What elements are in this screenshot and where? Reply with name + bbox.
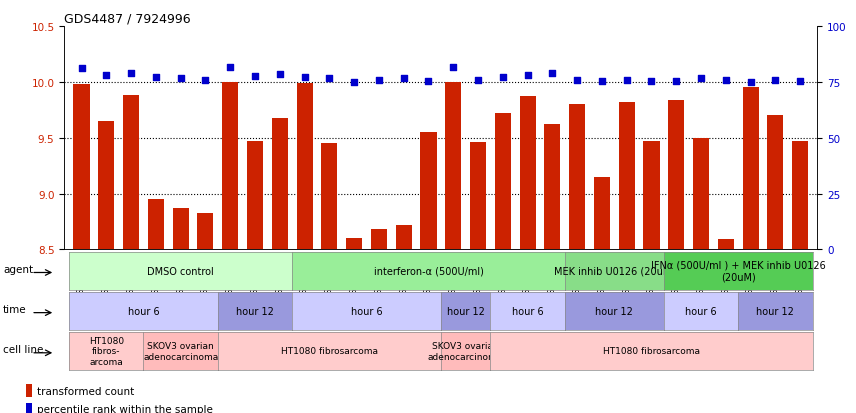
Point [273, 71, 287, 78]
Bar [594, 177, 610, 250]
Point [769, 77, 782, 84]
Text: hour 6: hour 6 [351, 306, 383, 316]
Bar [26, 384, 33, 397]
Point [620, 77, 633, 84]
Bar [693, 138, 709, 250]
Point [397, 76, 411, 83]
Text: interferon-α (500U/ml): interferon-α (500U/ml) [373, 266, 484, 276]
Text: hour 12: hour 12 [236, 306, 274, 316]
Point [694, 76, 708, 83]
Bar [98, 121, 115, 250]
Point [199, 77, 212, 84]
Text: SKOV3 ovarian
adenocarcinoma: SKOV3 ovarian adenocarcinoma [143, 342, 218, 361]
Bar [420, 133, 437, 250]
Point [595, 78, 609, 85]
Point [471, 77, 484, 84]
Point [174, 76, 187, 83]
Bar [544, 125, 561, 250]
Bar [148, 200, 164, 250]
Point [348, 79, 361, 86]
Point [719, 77, 733, 84]
Text: transformed count: transformed count [38, 386, 134, 396]
Bar [296, 84, 312, 250]
Bar [271, 118, 288, 250]
Bar [520, 97, 536, 250]
Point [74, 66, 88, 73]
Text: hour 12: hour 12 [447, 306, 484, 316]
Bar [223, 83, 238, 250]
Point [446, 65, 460, 71]
Point [520, 73, 534, 79]
Point [794, 78, 807, 85]
Bar [26, 403, 33, 413]
Text: HT1080
fibros-
arcoma: HT1080 fibros- arcoma [89, 336, 124, 366]
Bar [742, 88, 758, 250]
Bar [717, 240, 734, 250]
Text: hour 6: hour 6 [512, 306, 544, 316]
Bar [321, 144, 337, 250]
Bar [247, 142, 263, 250]
Bar [395, 225, 412, 250]
Bar [346, 239, 362, 250]
Point [545, 70, 559, 77]
Text: MEK inhib U0126 (20uM): MEK inhib U0126 (20uM) [554, 266, 675, 276]
Text: SKOV3 ovarian
adenocarcinoma: SKOV3 ovarian adenocarcinoma [428, 342, 503, 361]
Text: cell line: cell line [3, 344, 44, 354]
Bar [445, 83, 461, 250]
Point [298, 75, 312, 81]
Bar [470, 143, 486, 250]
Point [422, 78, 436, 85]
Text: HT1080 fibrosarcoma: HT1080 fibrosarcoma [603, 347, 700, 356]
Text: agent: agent [3, 264, 33, 274]
Bar [198, 213, 213, 250]
Text: hour 12: hour 12 [757, 306, 794, 316]
Text: HT1080 fibrosarcoma: HT1080 fibrosarcoma [281, 347, 377, 356]
Text: hour 12: hour 12 [596, 306, 633, 316]
Bar [644, 142, 659, 250]
Text: GDS4487 / 7924996: GDS4487 / 7924996 [64, 13, 191, 26]
Bar [619, 103, 635, 250]
Text: DMSO control: DMSO control [147, 266, 214, 276]
Point [669, 78, 683, 85]
Point [744, 79, 758, 86]
Text: hour 6: hour 6 [128, 306, 159, 316]
Bar [123, 96, 140, 250]
Point [323, 76, 336, 83]
Point [372, 77, 386, 84]
Text: IFNα (500U/ml ) + MEK inhib U0126
(20uM): IFNα (500U/ml ) + MEK inhib U0126 (20uM) [651, 260, 825, 282]
Point [496, 75, 509, 81]
Bar [569, 105, 586, 250]
Bar [371, 230, 387, 250]
Bar [767, 116, 783, 250]
Bar [74, 85, 90, 250]
Text: time: time [3, 304, 27, 314]
Point [149, 75, 163, 81]
Point [223, 65, 237, 71]
Point [248, 74, 262, 80]
Point [570, 77, 584, 84]
Bar [669, 100, 684, 250]
Text: hour 6: hour 6 [685, 306, 716, 316]
Text: percentile rank within the sample: percentile rank within the sample [38, 404, 213, 413]
Bar [495, 114, 511, 250]
Point [124, 70, 138, 77]
Point [645, 78, 658, 85]
Point [99, 73, 113, 79]
Bar [792, 142, 808, 250]
Bar [173, 209, 188, 250]
